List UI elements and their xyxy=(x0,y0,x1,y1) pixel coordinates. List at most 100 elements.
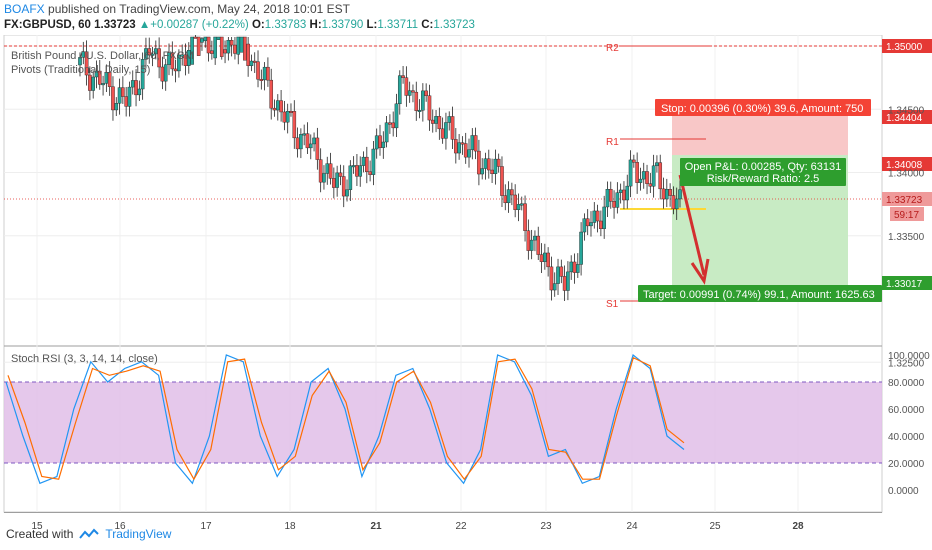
x-tick-label: 22 xyxy=(455,521,467,532)
candle xyxy=(177,49,181,78)
candle xyxy=(407,81,412,103)
candle xyxy=(615,182,620,214)
low-label: L: xyxy=(366,19,378,31)
candle xyxy=(279,89,283,122)
tradingview-link[interactable]: TradingView xyxy=(105,527,172,541)
candle xyxy=(625,174,630,209)
candle xyxy=(256,50,260,88)
candle xyxy=(381,131,386,159)
target-label-box[interactable]: Target: 0.00991 (0.74%) 99.1, Amount: 16… xyxy=(638,285,882,302)
stop-label: Stop: 0.00396 (0.30%) 39.6, Amount: 750 xyxy=(661,103,863,115)
candle xyxy=(384,115,389,148)
pnl-line-1: Open P&L: 0.00285, Qty: 63131 xyxy=(685,161,842,173)
candle xyxy=(477,139,481,186)
tag-countdown: 59:17 xyxy=(890,207,924,221)
candle xyxy=(328,152,333,185)
tag-r2: 1.35000 xyxy=(882,39,932,53)
time-axis[interactable]: 15 16 17 18 21 22 23 24 25 28 xyxy=(31,521,804,532)
candle xyxy=(638,167,643,191)
candle xyxy=(84,40,89,86)
candle xyxy=(137,80,142,101)
stoch-tick-label: 40.0000 xyxy=(888,432,925,443)
candle xyxy=(266,57,270,87)
candle xyxy=(246,37,250,77)
r1-label: R1 xyxy=(606,137,619,148)
x-tick-label: 25 xyxy=(709,521,721,532)
candle xyxy=(628,150,633,198)
stoch-d-line xyxy=(7,356,685,481)
candle xyxy=(305,122,310,154)
candle xyxy=(114,97,119,117)
svg-text:59:17: 59:17 xyxy=(894,210,919,221)
created-with-text: Created with xyxy=(6,527,74,541)
author-name[interactable]: BOAFX xyxy=(4,2,45,16)
candle xyxy=(397,70,402,115)
pnl-box[interactable]: Open P&L: 0.00285, Qty: 63131 Risk/Rewar… xyxy=(680,158,846,186)
candle xyxy=(163,58,168,91)
trade-arrow xyxy=(678,174,710,285)
candle xyxy=(473,127,478,160)
candle xyxy=(322,165,326,190)
x-tick-label: 17 xyxy=(200,521,212,532)
candle xyxy=(338,164,343,186)
candle xyxy=(292,100,297,149)
candle xyxy=(414,81,419,121)
candle xyxy=(645,164,649,195)
candle xyxy=(579,222,583,276)
candle xyxy=(358,156,363,187)
y-tick-label: 1.32500 xyxy=(888,358,925,369)
tag-entry: 1.34008 xyxy=(882,157,932,171)
published-text: published on TradingView.com, May 24, 20… xyxy=(44,2,350,16)
candle xyxy=(318,148,323,193)
tradingview-logo-icon xyxy=(79,528,100,539)
candle xyxy=(589,211,593,237)
pnl-line-2: Risk/Reward Ratio: 2.5 xyxy=(707,173,820,185)
candlestick-series xyxy=(78,35,682,301)
candle xyxy=(345,179,349,202)
candle xyxy=(510,182,514,206)
candle xyxy=(546,247,550,277)
footer: Created with TradingView xyxy=(6,527,171,541)
candle xyxy=(404,66,409,107)
r2-label: R2 xyxy=(606,43,619,54)
svg-text:1.34404: 1.34404 xyxy=(886,113,923,124)
candle xyxy=(424,83,428,102)
svg-text:1.34008: 1.34008 xyxy=(886,160,923,171)
candle xyxy=(206,36,211,62)
y-tick-label: 1.34500 xyxy=(888,105,925,116)
candle xyxy=(635,152,639,194)
candle xyxy=(216,36,221,41)
price-axis[interactable]: 1.35000 1.34404 1.34008 1.33723 59:17 1.… xyxy=(882,39,932,497)
candle xyxy=(229,37,234,57)
candle xyxy=(219,36,224,60)
candle xyxy=(651,154,656,198)
stoch-tick-label: 100.0000 xyxy=(888,351,930,362)
stoch-tick-label: 0.0000 xyxy=(888,486,919,497)
price-change: +0.00287 (+0.22%) xyxy=(150,19,249,31)
candle xyxy=(450,106,455,150)
candle xyxy=(239,36,244,53)
candle xyxy=(157,37,161,79)
candle xyxy=(299,128,303,159)
candle xyxy=(348,160,353,201)
candle xyxy=(394,93,399,138)
candle xyxy=(674,187,679,220)
candle xyxy=(371,140,376,186)
price-chart[interactable]: R2 R1 S1 Stop: 0.00396 (0.30%) 39.6, Amo… xyxy=(0,35,932,550)
candle xyxy=(285,103,290,134)
y-tick-label: 1.33500 xyxy=(888,232,925,243)
candle xyxy=(315,127,320,170)
high-label: H: xyxy=(309,19,322,31)
legend-main: British Pound / U.S. Dollar, 60, FXCM xyxy=(11,50,194,62)
candle xyxy=(559,259,564,284)
candle xyxy=(91,70,95,99)
tag-stop: 1.34404 xyxy=(882,110,932,124)
candle xyxy=(147,37,152,64)
candle xyxy=(602,195,606,239)
candle xyxy=(668,183,672,207)
candle xyxy=(401,66,405,84)
stop-label-box[interactable]: Stop: 0.00396 (0.30%) 39.6, Amount: 750 xyxy=(655,99,871,116)
svg-text:1.33723: 1.33723 xyxy=(886,195,923,206)
candle xyxy=(213,36,217,65)
candle xyxy=(308,134,313,160)
